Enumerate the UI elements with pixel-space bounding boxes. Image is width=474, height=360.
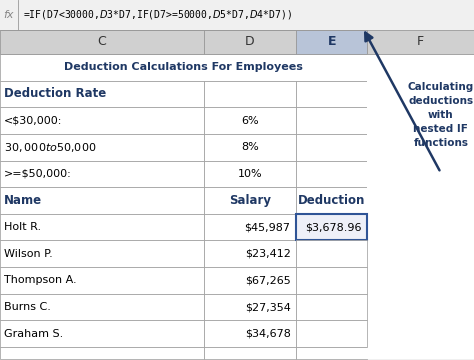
Text: $45,987: $45,987	[245, 222, 291, 232]
FancyBboxPatch shape	[204, 81, 296, 107]
Text: Graham S.: Graham S.	[4, 329, 63, 339]
FancyBboxPatch shape	[0, 240, 204, 267]
FancyBboxPatch shape	[296, 134, 367, 161]
FancyBboxPatch shape	[0, 107, 204, 134]
FancyBboxPatch shape	[296, 214, 367, 240]
FancyBboxPatch shape	[204, 347, 296, 359]
FancyBboxPatch shape	[367, 107, 474, 134]
Text: Thompson A.: Thompson A.	[4, 275, 76, 285]
FancyBboxPatch shape	[0, 81, 204, 107]
Text: $23,412: $23,412	[245, 249, 291, 259]
Text: Holt R.: Holt R.	[4, 222, 41, 232]
FancyBboxPatch shape	[367, 294, 474, 320]
FancyBboxPatch shape	[367, 187, 474, 214]
Text: 6%: 6%	[241, 116, 259, 126]
FancyBboxPatch shape	[0, 347, 204, 359]
FancyBboxPatch shape	[204, 134, 296, 161]
FancyBboxPatch shape	[367, 214, 474, 240]
FancyBboxPatch shape	[367, 54, 474, 81]
FancyBboxPatch shape	[0, 267, 204, 294]
Text: $30,000 to $50,000: $30,000 to $50,000	[4, 141, 96, 154]
FancyBboxPatch shape	[296, 81, 367, 107]
FancyBboxPatch shape	[367, 81, 474, 107]
FancyBboxPatch shape	[367, 240, 474, 267]
FancyBboxPatch shape	[367, 134, 474, 161]
Text: Calculating
deductions
with
nested IF
functions: Calculating deductions with nested IF fu…	[408, 82, 474, 148]
FancyBboxPatch shape	[0, 30, 204, 54]
FancyBboxPatch shape	[204, 267, 296, 294]
FancyBboxPatch shape	[296, 294, 367, 320]
FancyBboxPatch shape	[296, 187, 367, 214]
Text: Deduction Rate: Deduction Rate	[4, 87, 106, 100]
Text: E: E	[328, 35, 336, 48]
FancyBboxPatch shape	[296, 107, 367, 134]
FancyBboxPatch shape	[296, 240, 367, 267]
FancyBboxPatch shape	[0, 294, 204, 320]
FancyBboxPatch shape	[204, 320, 296, 347]
FancyBboxPatch shape	[367, 347, 474, 359]
Text: fx: fx	[3, 10, 14, 20]
FancyBboxPatch shape	[0, 320, 204, 347]
FancyBboxPatch shape	[0, 214, 204, 240]
Text: >=$50,000:: >=$50,000:	[4, 169, 72, 179]
Text: $27,354: $27,354	[245, 302, 291, 312]
Text: Name: Name	[4, 194, 42, 207]
Text: Salary: Salary	[229, 194, 271, 207]
Text: <$30,000:: <$30,000:	[4, 116, 62, 126]
FancyBboxPatch shape	[204, 240, 296, 267]
FancyBboxPatch shape	[367, 320, 474, 347]
FancyBboxPatch shape	[0, 161, 204, 187]
Text: C: C	[98, 35, 106, 48]
Text: 10%: 10%	[238, 169, 262, 179]
FancyBboxPatch shape	[296, 30, 367, 54]
FancyBboxPatch shape	[367, 30, 474, 54]
FancyBboxPatch shape	[0, 0, 367, 30]
FancyBboxPatch shape	[204, 187, 296, 214]
FancyBboxPatch shape	[296, 320, 367, 347]
Text: $3,678.96: $3,678.96	[305, 222, 362, 232]
FancyBboxPatch shape	[0, 187, 204, 214]
FancyBboxPatch shape	[204, 107, 296, 134]
FancyBboxPatch shape	[367, 161, 474, 187]
FancyBboxPatch shape	[0, 134, 204, 161]
Text: $34,678: $34,678	[245, 329, 291, 339]
Text: $67,265: $67,265	[245, 275, 291, 285]
Text: Deduction: Deduction	[298, 194, 365, 207]
Text: =IF(D7<30000,$D$3*D7,IF(D7>=50000,$D$5*D7,$D$4*D7)): =IF(D7<30000,$D$3*D7,IF(D7>=50000,$D$5*D…	[23, 8, 292, 21]
Text: Burns C.: Burns C.	[4, 302, 51, 312]
Text: Deduction Calculations For Employees: Deduction Calculations For Employees	[64, 62, 303, 72]
FancyBboxPatch shape	[296, 161, 367, 187]
FancyBboxPatch shape	[296, 347, 367, 359]
FancyBboxPatch shape	[0, 54, 367, 81]
FancyBboxPatch shape	[204, 214, 296, 240]
FancyBboxPatch shape	[296, 267, 367, 294]
Text: Wilson P.: Wilson P.	[4, 249, 53, 259]
FancyBboxPatch shape	[204, 30, 296, 54]
Text: F: F	[417, 35, 424, 48]
FancyBboxPatch shape	[204, 161, 296, 187]
FancyBboxPatch shape	[204, 294, 296, 320]
FancyBboxPatch shape	[367, 267, 474, 294]
Text: 8%: 8%	[241, 142, 259, 152]
Text: D: D	[245, 35, 255, 48]
